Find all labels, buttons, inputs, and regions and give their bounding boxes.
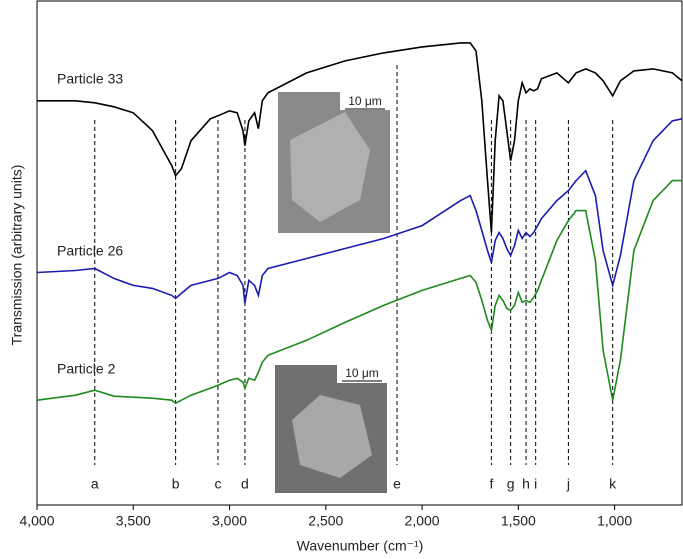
- peak-label: g: [507, 476, 515, 492]
- peak-label: a: [91, 476, 99, 492]
- peak-label: i: [534, 476, 537, 492]
- peak-label: f: [489, 476, 493, 492]
- peak-label: k: [609, 476, 617, 492]
- x-tick-label: 4,000: [19, 513, 54, 529]
- insets: 10 μm 10 μm: [275, 92, 390, 493]
- series-label: Particle 2: [57, 361, 116, 377]
- x-tick-label: 1,000: [597, 513, 632, 529]
- scale-label: 10 μm: [345, 366, 379, 380]
- y-axis-title: Transmission (arbitrary units): [9, 165, 25, 346]
- x-tick-label: 2,500: [308, 513, 343, 529]
- scale-label: 10 μm: [348, 94, 382, 108]
- peak-label: j: [566, 476, 570, 492]
- peak-label: e: [393, 476, 401, 492]
- series-label: Particle 33: [57, 71, 123, 87]
- x-axis-title: Wavenumber (cm⁻¹): [297, 538, 424, 554]
- peak-label: d: [241, 476, 249, 492]
- x-tick-label: 3,000: [212, 513, 247, 529]
- x-tick-label: 2,000: [405, 513, 440, 529]
- peak-label: h: [522, 476, 530, 492]
- peak-label: b: [172, 476, 180, 492]
- series-label: Particle 26: [57, 243, 123, 259]
- x-tick-label: 1,500: [501, 513, 536, 529]
- peak-label: c: [214, 476, 221, 492]
- x-tick-label: 3,500: [116, 513, 151, 529]
